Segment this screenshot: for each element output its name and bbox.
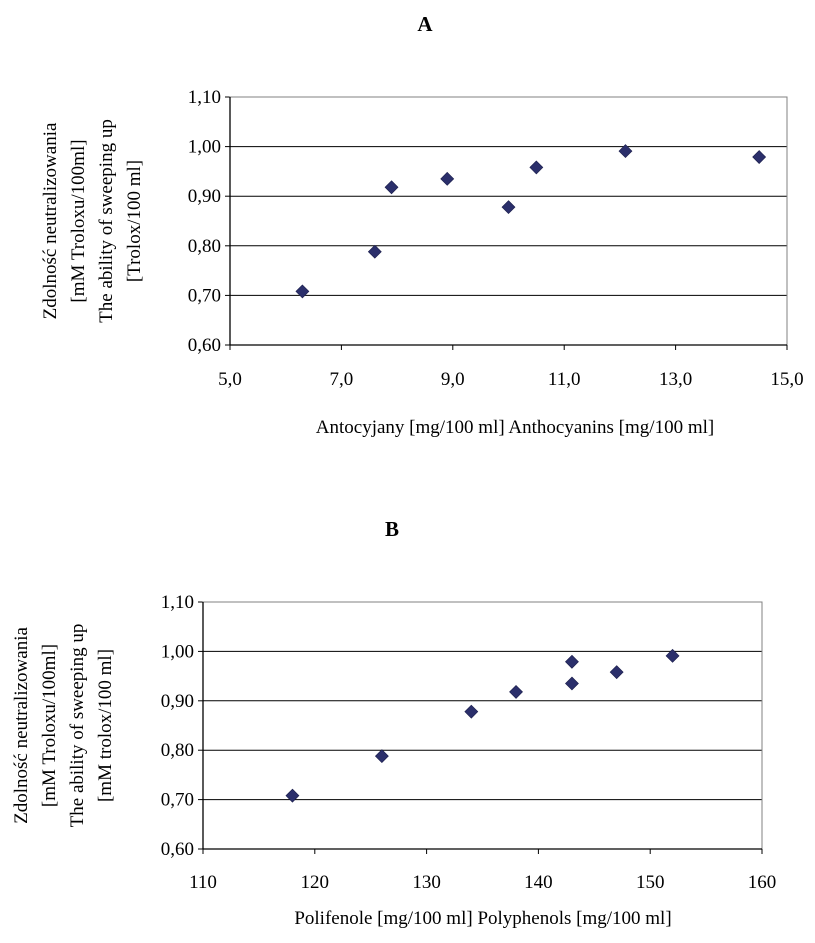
chart-b-y-tick-label: 0,90 [161, 691, 194, 712]
chart-b-title: B [385, 517, 399, 541]
chart-a-y-axis-label: Zdolność neutralizowania [40, 122, 61, 319]
chart-b-svg: B 0,60 0,70 0,80 0,90 1,00 1,10 110 120 130 140 150… [0, 470, 815, 943]
chart-a-data-point [385, 181, 398, 194]
chart-a-data-point [530, 161, 543, 174]
chart-a-x-tick-label: 11,0 [548, 369, 581, 390]
chart-b-x-tick-label: 130 [412, 872, 441, 893]
chart-b-x-tick-label: 110 [189, 872, 217, 893]
chart-b-x-tick-label: 150 [636, 872, 665, 893]
chart-a-y-tick-label: 1,10 [188, 87, 221, 108]
chart-a-y-axis-label: [Trolox/100 ml] [124, 160, 145, 282]
chart-b-x-tick-label: 120 [301, 872, 330, 893]
chart-b-data-point [510, 685, 523, 698]
chart-b-y-axis-label: [mM trolox/100 ml] [95, 649, 116, 802]
chart-a-data-point [441, 172, 454, 185]
chart-a-y-tick-label: 0,60 [188, 335, 221, 356]
chart-a-y-tick-label: 1,00 [188, 137, 221, 158]
chart-a-data-point [753, 151, 766, 164]
chart-b-x-tick-label: 140 [524, 872, 553, 893]
chart-b-y-axis-label: Zdolność neutralizowania [11, 627, 32, 824]
chart-a-data-point [296, 285, 309, 298]
chart-a-title: A [417, 12, 433, 36]
chart-b-data-point [610, 666, 623, 679]
chart-a-x-tick-label: 13,0 [659, 369, 692, 390]
chart-a-plot-area [230, 97, 787, 345]
chart-b-y-axis-label: The ability of sweeping up [67, 624, 88, 828]
chart-b-data-point [286, 789, 299, 802]
chart-b-x-tick-label: 160 [748, 872, 777, 893]
chart-b-data-point [375, 750, 388, 763]
chart-a-data-point [368, 245, 381, 258]
chart-a-y-tick-label: 0,70 [188, 285, 221, 306]
chart-a-data-point [502, 201, 515, 214]
chart-a-x-tick-label: 7,0 [330, 369, 354, 390]
chart-a-y-tick-label: 0,80 [188, 236, 221, 257]
chart-b-y-tick-label: 0,70 [161, 790, 194, 811]
chart-b-data-point [565, 655, 578, 668]
chart-b-data-point [465, 705, 478, 718]
chart-b-y-axis-label: [mM Troloxu/100ml] [39, 644, 60, 807]
chart-a: A 0,60 0,70 0,80 0,90 1,00 1,10 5,0 7,0 9,0 11,0 13… [0, 0, 815, 470]
chart-a-x-tick-label: 9,0 [441, 369, 465, 390]
chart-b-plot-area [203, 602, 762, 849]
chart-b: B 0,60 0,70 0,80 0,90 1,00 1,10 110 120 130 140 150… [0, 470, 815, 943]
chart-a-x-tick-label: 15,0 [770, 369, 803, 390]
chart-a-x-axis-label: Antocyjany [mg/100 ml] Anthocyanins [mg/… [316, 417, 714, 438]
chart-a-x-tick-label: 5,0 [218, 369, 242, 390]
chart-b-y-tick-label: 1,10 [161, 592, 194, 613]
chart-a-y-tick-label: 0,90 [188, 186, 221, 207]
chart-b-y-tick-label: 1,00 [161, 641, 194, 662]
chart-a-y-axis-label: [mM Troloxu/100ml] [68, 139, 89, 302]
chart-b-y-tick-label: 0,60 [161, 839, 194, 860]
chart-a-y-axis-label: The ability of sweeping up [96, 119, 117, 323]
chart-b-x-axis-label: Polifenole [mg/100 ml] Polyphenols [mg/1… [294, 908, 671, 929]
chart-b-data-point [565, 677, 578, 690]
chart-b-y-tick-label: 0,80 [161, 740, 194, 761]
chart-a-svg: A 0,60 0,70 0,80 0,90 1,00 1,10 5,0 7,0 9,0 11,0 13… [0, 0, 815, 470]
